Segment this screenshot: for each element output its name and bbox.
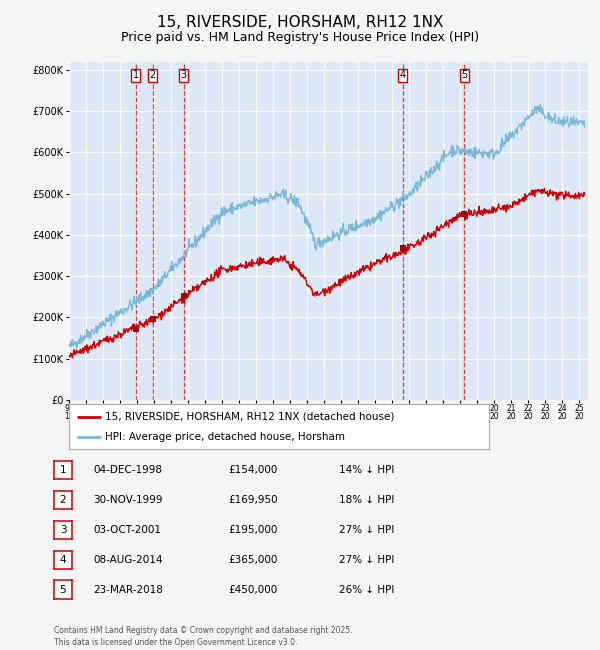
Text: £169,950: £169,950: [228, 495, 278, 505]
Text: 27% ↓ HPI: 27% ↓ HPI: [339, 525, 394, 535]
Text: 18% ↓ HPI: 18% ↓ HPI: [339, 495, 394, 505]
Text: £195,000: £195,000: [228, 525, 277, 535]
Text: 5: 5: [461, 70, 467, 80]
Text: 23-MAR-2018: 23-MAR-2018: [93, 584, 163, 595]
Text: 03-OCT-2001: 03-OCT-2001: [93, 525, 161, 535]
Text: 1: 1: [59, 465, 67, 475]
Text: 3: 3: [59, 525, 67, 535]
Text: £154,000: £154,000: [228, 465, 277, 475]
Text: 2: 2: [149, 70, 155, 80]
Text: 4: 4: [400, 70, 406, 80]
Text: £450,000: £450,000: [228, 584, 277, 595]
Text: Contains HM Land Registry data © Crown copyright and database right 2025.: Contains HM Land Registry data © Crown c…: [54, 626, 353, 635]
Text: 4: 4: [59, 554, 67, 565]
Text: 04-DEC-1998: 04-DEC-1998: [93, 465, 162, 475]
Text: This data is licensed under the Open Government Licence v3.0.: This data is licensed under the Open Gov…: [54, 638, 298, 647]
Text: 14% ↓ HPI: 14% ↓ HPI: [339, 465, 394, 475]
Text: Price paid vs. HM Land Registry's House Price Index (HPI): Price paid vs. HM Land Registry's House …: [121, 31, 479, 44]
Text: HPI: Average price, detached house, Horsham: HPI: Average price, detached house, Hors…: [104, 432, 344, 443]
Text: 26% ↓ HPI: 26% ↓ HPI: [339, 584, 394, 595]
Text: 2: 2: [59, 495, 67, 505]
Text: 5: 5: [59, 584, 67, 595]
Text: 15, RIVERSIDE, HORSHAM, RH12 1NX: 15, RIVERSIDE, HORSHAM, RH12 1NX: [157, 15, 443, 31]
Text: 15, RIVERSIDE, HORSHAM, RH12 1NX (detached house): 15, RIVERSIDE, HORSHAM, RH12 1NX (detach…: [104, 411, 394, 422]
Text: 3: 3: [181, 70, 187, 80]
Text: 1: 1: [133, 70, 139, 80]
Text: £365,000: £365,000: [228, 554, 277, 565]
Text: 30-NOV-1999: 30-NOV-1999: [93, 495, 163, 505]
Text: 27% ↓ HPI: 27% ↓ HPI: [339, 554, 394, 565]
Text: 08-AUG-2014: 08-AUG-2014: [93, 554, 163, 565]
